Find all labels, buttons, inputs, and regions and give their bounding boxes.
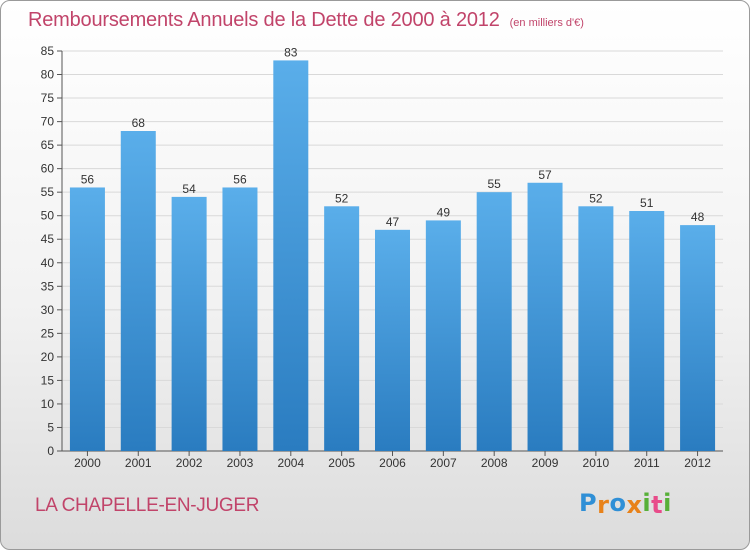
x-tick-label: 2009 — [532, 456, 559, 470]
bar — [324, 206, 360, 451]
y-tick-label: 45 — [41, 232, 55, 246]
bar — [527, 182, 563, 451]
value-label: 55 — [488, 177, 502, 191]
value-label: 52 — [335, 191, 349, 205]
y-tick-label: 15 — [41, 373, 55, 387]
value-label: 57 — [538, 168, 552, 182]
bar — [171, 196, 207, 451]
y-tick-label: 60 — [41, 162, 55, 176]
value-label: 51 — [640, 196, 654, 210]
y-tick-label: 30 — [41, 303, 55, 317]
bar — [375, 229, 410, 451]
y-tick-label: 80 — [41, 68, 55, 82]
chart-subtitle: (en milliers d'€) — [509, 17, 584, 29]
bar — [222, 187, 258, 451]
x-tick-label: 2008 — [481, 456, 508, 470]
y-tick-label: 35 — [41, 279, 55, 293]
value-label: 49 — [437, 205, 451, 219]
x-tick-label: 2012 — [684, 456, 711, 470]
x-tick-label: 2006 — [379, 456, 406, 470]
value-label: 68 — [132, 116, 146, 130]
x-tick-label: 2010 — [583, 456, 610, 470]
logo-letter: o — [609, 489, 627, 517]
y-tick-label: 20 — [41, 350, 55, 364]
bar — [476, 192, 512, 452]
x-tick-label: 2011 — [634, 456, 660, 470]
x-tick-label: 2001 — [125, 456, 152, 470]
commune-name: LA CHAPELLE-EN-JUGER — [35, 495, 260, 516]
bar — [120, 131, 156, 451]
value-label: 56 — [81, 172, 95, 186]
logo-letter: t — [651, 491, 664, 519]
logo-letter: i — [642, 489, 652, 517]
x-tick-label: 2007 — [430, 456, 457, 470]
y-tick-label: 10 — [41, 397, 55, 411]
bar — [680, 225, 716, 451]
bar — [425, 220, 461, 451]
bar — [69, 187, 105, 451]
y-tick-label: 85 — [41, 44, 55, 58]
value-label: 56 — [233, 172, 247, 186]
bar — [273, 60, 309, 451]
value-label: 54 — [182, 182, 196, 196]
x-tick-label: 2000 — [74, 456, 101, 470]
bar — [578, 206, 614, 451]
y-tick-label: 0 — [47, 444, 54, 458]
x-tick-label: 2003 — [227, 456, 254, 470]
value-label: 47 — [386, 215, 400, 229]
value-label: 48 — [691, 210, 705, 224]
logo-letter: i — [663, 489, 672, 517]
x-tick-label: 2005 — [328, 456, 355, 470]
proxiti-logo: Proxiti — [579, 489, 672, 519]
y-tick-label: 75 — [41, 91, 55, 105]
logo-letter: P — [579, 489, 598, 517]
logo-letter: r — [597, 491, 610, 519]
y-tick-label: 65 — [41, 138, 55, 152]
bar — [629, 211, 665, 451]
y-tick-label: 50 — [41, 209, 55, 223]
y-tick-label: 25 — [41, 326, 55, 340]
y-tick-label: 55 — [41, 185, 55, 199]
y-tick-label: 5 — [47, 420, 54, 434]
value-label: 83 — [284, 45, 298, 59]
chart-title: Remboursements Annuels de la Dette de 20… — [28, 9, 584, 31]
y-tick-label: 40 — [41, 256, 55, 270]
x-tick-label: 2004 — [277, 456, 304, 470]
y-tick-label: 70 — [41, 115, 55, 129]
value-label: 52 — [589, 191, 603, 205]
logo-letter: x — [626, 491, 643, 519]
x-tick-label: 2002 — [176, 456, 203, 470]
